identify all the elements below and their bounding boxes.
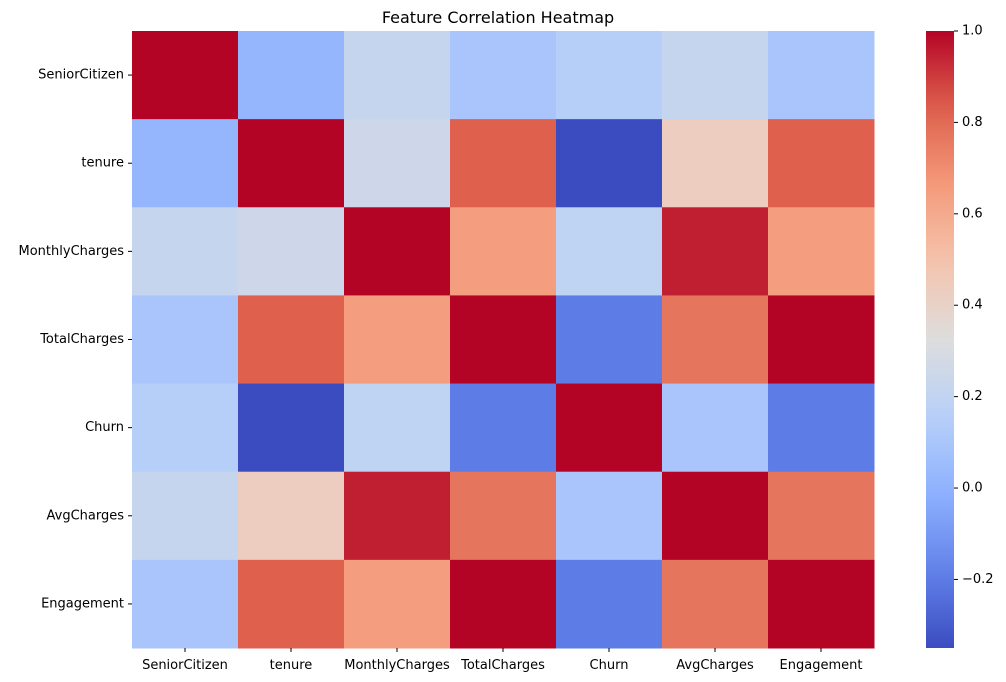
heatmap-cell [556,207,663,296]
heatmap-cell [238,295,345,385]
y-tick-label: Engagement [41,596,124,611]
heatmap-cell [238,471,345,561]
y-tick-label: TotalCharges [39,332,124,347]
x-axis-tick-labels: SeniorCitizen tenure MonthlyCharges TotalCh… [142,648,862,673]
heatmap-cell [344,383,451,473]
heatmap-cell [238,31,345,120]
heatmap-cell [450,559,557,649]
y-tick-label: SeniorCitizen [38,68,124,83]
heatmap-cell [344,31,451,120]
heatmap-cell [450,295,557,385]
heatmap-cell [132,383,239,473]
heatmap-cell [556,31,663,120]
heatmap-cell [344,119,451,208]
heatmap-cell [132,31,239,120]
colorbar [926,31,954,648]
colorbar-tick-labels: −0.2 0.0 0.2 0.4 0.6 0.8 1.0 [954,24,994,587]
heatmap-cell [132,471,239,561]
heatmap-cell [344,207,451,296]
heatmap-cell [768,119,875,208]
colorbar-tick-label: 0.0 [962,481,983,496]
heatmap-cell [556,119,663,208]
x-tick-label: TotalCharges [460,658,545,673]
heatmap-cell [662,383,769,473]
heatmap-cell [132,207,239,296]
heatmap-cell [450,383,557,473]
x-tick-label: AvgCharges [676,658,754,673]
heatmap-cell [238,383,345,473]
heatmap-cell [344,295,451,385]
heatmap-cell [662,471,769,561]
colorbar-tick-label: 1.0 [962,24,983,39]
heatmap-cell [768,31,875,120]
colorbar-tick-label: 0.2 [962,389,983,404]
heatmap-cell [450,119,557,208]
heatmap-cell [662,295,769,385]
heatmap-cell [450,207,557,296]
colorbar-tick-label: −0.2 [962,572,994,587]
heatmap-cell [344,471,451,561]
heatmap-cell [132,119,239,208]
y-tick-label: Churn [85,420,124,435]
heatmap-cell [662,31,769,120]
x-tick-label: tenure [270,658,313,673]
heatmap-cell [768,471,875,561]
colorbar-tick-label: 0.8 [962,115,983,130]
x-tick-label: MonthlyCharges [344,658,450,673]
heatmap-cell [132,559,239,649]
y-tick-label: AvgCharges [47,508,125,523]
heatmap-cells [132,31,875,649]
heatmap-cell [556,559,663,649]
heatmap-cell [768,295,875,385]
heatmap-cell [556,383,663,473]
heatmap-cell [238,119,345,208]
heatmap-cell [238,207,345,296]
heatmap-cell [344,559,451,649]
y-axis-tick-labels: SeniorCitizen tenure MonthlyCharges TotalCh… [19,68,132,611]
x-tick-label: Churn [590,658,629,673]
y-tick-label: tenure [81,156,124,171]
heatmap-cell [556,295,663,385]
heatmap-cell [450,31,557,120]
heatmap-cell [450,471,557,561]
heatmap-cell [768,383,875,473]
heatmap-cell [132,295,239,385]
heatmap-cell [556,471,663,561]
heatmap-cell [768,207,875,296]
heatmap-cell [662,207,769,296]
x-tick-label: SeniorCitizen [142,658,228,673]
heatmap-cell [238,559,345,649]
x-tick-label: Engagement [780,658,863,673]
heatmap-cell [768,559,875,649]
y-tick-label: MonthlyCharges [19,244,125,259]
colorbar-tick-label: 0.6 [962,206,983,221]
heatmap-cell [662,559,769,649]
colorbar-tick-label: 0.4 [962,298,983,313]
chart-title: Feature Correlation Heatmap [382,8,614,27]
heatmap-cell [662,119,769,208]
